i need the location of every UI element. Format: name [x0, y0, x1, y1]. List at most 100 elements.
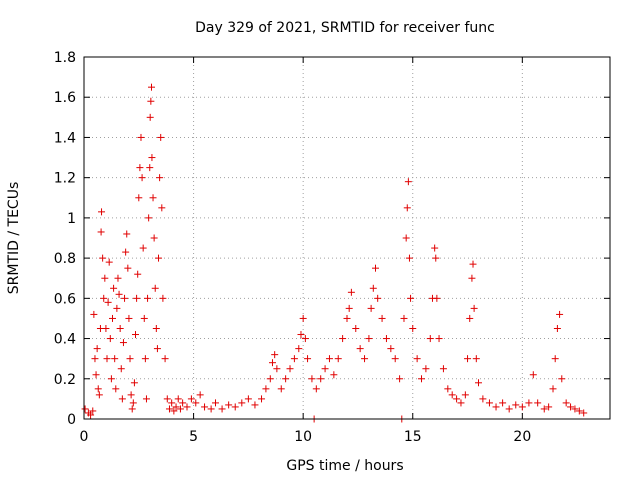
data-point: [369, 284, 377, 292]
x-tick-label: 5: [189, 429, 198, 445]
data-point: [153, 345, 161, 353]
data-point: [317, 375, 325, 383]
data-series-srmtid: [81, 83, 588, 423]
data-point: [356, 345, 364, 353]
data-point: [545, 403, 553, 411]
data-point: [225, 401, 233, 409]
data-point: [448, 391, 456, 399]
data-point: [151, 284, 159, 292]
data-point: [139, 244, 147, 252]
data-point: [433, 294, 441, 302]
data-point: [119, 339, 127, 347]
data-point: [112, 385, 120, 393]
x-tick-label: 20: [513, 429, 531, 445]
data-point: [407, 294, 415, 302]
data-point: [505, 405, 513, 413]
data-point: [435, 335, 443, 343]
data-point: [575, 407, 583, 415]
data-point: [391, 355, 399, 363]
data-point: [378, 314, 386, 322]
data-point: [273, 365, 281, 373]
data-point: [101, 274, 109, 282]
data-point: [301, 335, 309, 343]
data-point: [192, 399, 200, 407]
y-tick-label: 0.4: [54, 332, 76, 348]
data-point: [266, 375, 274, 383]
data-point: [413, 355, 421, 363]
data-point: [396, 375, 404, 383]
data-point: [140, 314, 148, 322]
data-point: [325, 355, 333, 363]
data-point: [558, 375, 566, 383]
data-point: [115, 290, 123, 298]
data-point: [138, 174, 146, 182]
data-point: [147, 97, 155, 105]
data-point: [479, 395, 487, 403]
data-point: [244, 395, 252, 403]
data-point: [126, 355, 134, 363]
data-point: [475, 379, 482, 387]
x-axis-label: GPS time / hours: [286, 458, 403, 474]
data-point: [128, 405, 136, 413]
data-point: [432, 254, 440, 262]
data-point: [146, 164, 154, 172]
data-point: [297, 331, 305, 339]
data-point: [218, 405, 226, 413]
data-point: [469, 260, 477, 268]
data-point: [470, 304, 478, 312]
data-point: [130, 379, 138, 387]
data-point: [141, 355, 149, 363]
data-point: [81, 405, 89, 413]
data-point: [87, 411, 95, 419]
data-point: [321, 365, 329, 373]
data-point: [113, 304, 121, 312]
data-point: [402, 234, 410, 242]
data-point: [466, 314, 474, 322]
data-point: [339, 335, 347, 343]
data-point: [534, 399, 542, 407]
data-point: [104, 298, 112, 306]
data-point: [330, 371, 338, 379]
data-point: [400, 314, 408, 322]
data-point: [108, 314, 116, 322]
data-point: [312, 385, 320, 393]
data-point: [129, 399, 137, 407]
data-point: [453, 395, 461, 403]
data-point: [562, 399, 570, 407]
data-point: [111, 355, 119, 363]
data-point: [277, 385, 285, 393]
data-point: [492, 403, 500, 411]
data-point: [95, 391, 103, 399]
data-point: [382, 335, 390, 343]
data-point: [196, 391, 204, 399]
data-point: [282, 375, 290, 383]
data-point: [525, 399, 533, 407]
data-point: [99, 254, 107, 262]
data-point: [262, 385, 270, 393]
data-point: [157, 133, 165, 141]
data-point: [468, 274, 476, 282]
data-point: [299, 314, 307, 322]
data-point: [183, 403, 191, 411]
data-point: [439, 365, 447, 373]
y-tick-label: 1: [67, 211, 76, 227]
y-axis: 0 0.2 0.4 0.6 0.8 1 1.2 1.4 1.6 1.8: [54, 50, 610, 428]
data-point: [361, 355, 369, 363]
data-point: [387, 345, 395, 353]
data-point: [258, 395, 266, 403]
data-point: [123, 230, 131, 238]
data-point: [176, 405, 184, 413]
data-point: [127, 391, 135, 399]
data-point: [571, 405, 579, 413]
data-point: [461, 391, 469, 399]
data-point: [403, 204, 411, 212]
data-point: [152, 325, 160, 332]
plot-frame: [83, 56, 611, 420]
data-point: [163, 395, 171, 403]
data-point: [114, 274, 122, 282]
data-point: [161, 355, 169, 363]
data-point: [142, 395, 150, 403]
y-tick-label: 1.2: [54, 171, 76, 187]
data-point: [212, 399, 219, 407]
data-point: [155, 254, 163, 262]
